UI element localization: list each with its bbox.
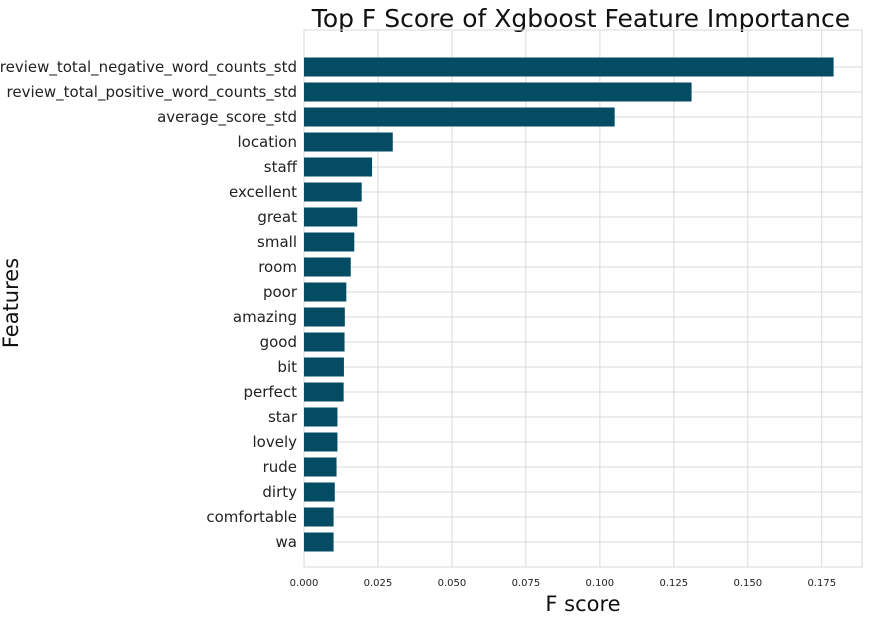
y-tick-label: location: [237, 133, 297, 151]
y-tick-label: star: [268, 408, 298, 426]
x-tick-label: 0.100: [586, 578, 615, 589]
x-tick-label: 0.075: [512, 578, 541, 589]
y-tick-label: review_total_negative_word_counts_std: [0, 58, 297, 77]
bar-review_total_negative_word_counts_std: [304, 57, 834, 77]
bar-perfect: [304, 382, 344, 402]
bar-great: [304, 207, 358, 227]
bar-average_score_std: [304, 107, 615, 127]
bar-layer: [304, 57, 834, 552]
y-tick-label: rude: [263, 458, 297, 476]
bar-review_total_positive_word_counts_std: [304, 82, 692, 102]
bar-small: [304, 232, 355, 252]
x-axis-label: F score: [545, 592, 620, 616]
bar-good: [304, 332, 345, 352]
bar-excellent: [304, 182, 362, 202]
x-tick-labels: 0.000 0.025 0.050 0.075 0.100 0.125 0.150 0.175: [290, 578, 836, 589]
bar-star: [304, 407, 338, 427]
y-tick-label: perfect: [243, 383, 297, 401]
y-tick-label: average_score_std: [157, 108, 297, 127]
y-tick-label: room: [258, 258, 297, 276]
y-tick-label: wa: [276, 533, 297, 551]
y-axis-label: Features: [0, 258, 23, 348]
grid-layer: [303, 30, 862, 567]
y-tick-label: good: [260, 333, 297, 351]
chart-title: Top F Score of Xgboost Feature Importanc…: [311, 4, 850, 33]
x-tick-label: 0.125: [660, 578, 689, 589]
y-tick-labels: review_total_negative_word_counts_stdrev…: [0, 58, 298, 551]
bar-poor: [304, 282, 347, 302]
x-tick-label: 0.050: [438, 578, 467, 589]
y-tick-label: lovely: [253, 433, 298, 451]
bar-amazing: [304, 307, 345, 327]
bar-comfortable: [304, 507, 334, 527]
y-tick-label: comfortable: [206, 508, 297, 526]
y-tick-label: dirty: [262, 483, 297, 501]
x-tick-label: 0.025: [364, 578, 393, 589]
x-tick-label: 0.175: [807, 578, 836, 589]
bar-room: [304, 257, 351, 277]
bar-wa: [304, 532, 334, 552]
y-tick-label: poor: [263, 283, 298, 301]
y-tick-label: staff: [264, 158, 298, 176]
y-tick-label: bit: [277, 358, 297, 376]
bar-rude: [304, 457, 337, 477]
y-tick-label: great: [257, 208, 297, 226]
bar-bit: [304, 357, 344, 377]
y-tick-label: amazing: [233, 308, 297, 326]
bar-lovely: [304, 432, 338, 452]
x-tick-label: 0.150: [733, 578, 762, 589]
x-tick-label: 0.000: [290, 578, 319, 589]
bar-location: [304, 132, 393, 152]
y-tick-label: review_total_positive_word_counts_std: [7, 83, 297, 102]
bar-staff: [304, 157, 373, 177]
y-tick-label: excellent: [229, 183, 297, 201]
y-tick-label: small: [257, 233, 297, 251]
bar-dirty: [304, 482, 335, 502]
